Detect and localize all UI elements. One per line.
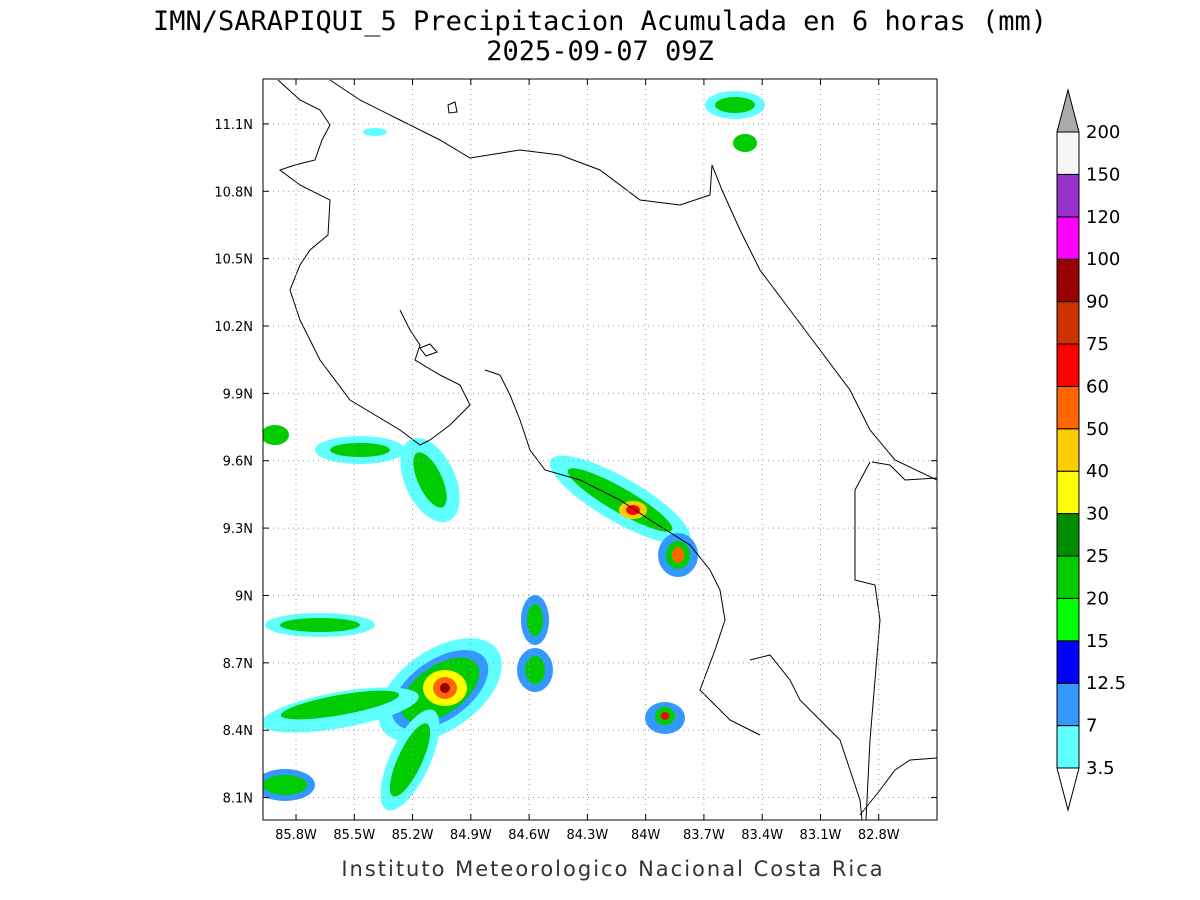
colorbar-label: 90 (1086, 292, 1109, 313)
y-tick-label: 9N (235, 589, 253, 604)
colorbar-under (1056, 767, 1080, 812)
precip-blobs (263, 91, 765, 811)
precip-field (263, 79, 937, 820)
colorbar-label: 200 (1086, 122, 1120, 143)
x-tick-label: 83.7W (683, 828, 725, 843)
x-tick-label: 83.1W (800, 828, 842, 843)
colorbar-segment (1056, 513, 1080, 557)
colorbar: 3.5 7 12.5 15 20 25 30 40 50 60 75 90 100 120 150 200 (1056, 88, 1126, 812)
grid (263, 79, 937, 820)
colorbar-over (1056, 88, 1080, 133)
colorbar-segment (1056, 725, 1080, 769)
colorbar-segment (1056, 597, 1080, 642)
colorbar-segment (1056, 470, 1080, 515)
y-tick-label: 10.2N (214, 320, 253, 335)
y-tick-label: 9.6N (223, 455, 253, 470)
x-tick-label: 84W (631, 828, 661, 843)
x-tick-label: 84.3W (566, 828, 608, 843)
colorbar-segment (1056, 385, 1080, 430)
colorbar-segment (1056, 173, 1080, 218)
colorbar-label: 7 (1086, 716, 1097, 737)
x-tick-label: 85.8W (275, 828, 317, 843)
y-tick-label: 10.8N (214, 185, 253, 200)
footer: Instituto Meteorologico Nacional Costa R… (341, 857, 884, 881)
x-tick-label: 84.9W (450, 828, 492, 843)
map: 85.8W 85.5W 85.2W 84.9W 84.6W 84.3W 84W 83.7W 83… (214, 78, 938, 843)
colorbar-segment (1056, 258, 1080, 303)
axis-ticks: 85.8W 85.5W 85.2W 84.9W 84.6W 84.3W 84W 83.7W 83… (214, 79, 937, 843)
colorbar-label: 3.5 (1086, 758, 1115, 779)
colorbar-segment (1056, 301, 1080, 345)
colorbar-segment (1056, 428, 1080, 472)
map-frame (262, 78, 938, 821)
y-tick-label: 10.5N (214, 253, 253, 268)
coastlines (277, 79, 937, 820)
colorbar-label: 120 (1086, 207, 1120, 228)
y-tick-label: 8.4N (223, 724, 253, 739)
x-tick-label: 84.6W (508, 828, 550, 843)
colorbar-label: 60 (1086, 376, 1109, 397)
x-tick-label: 83.4W (741, 828, 783, 843)
y-tick-label: 9.3N (223, 522, 253, 537)
x-tick-label: 85.5W (333, 828, 375, 843)
colorbar-label: 20 (1086, 588, 1109, 609)
colorbar-segment (1056, 131, 1080, 175)
subtitle: 2025-09-07 09Z (486, 36, 714, 67)
colorbar-label: 75 (1086, 334, 1109, 355)
title: IMN/SARAPIQUI_5 Precipitacion Acumulada … (153, 6, 1047, 37)
y-tick-label: 8.7N (223, 657, 253, 672)
colorbar-segment (1056, 343, 1080, 387)
colorbar-label: 30 (1086, 504, 1109, 525)
colorbar-label: 150 (1086, 164, 1120, 185)
colorbar-label: 100 (1086, 249, 1120, 270)
y-tick-label: 8.1N (223, 792, 253, 807)
colorbar-segment (1056, 555, 1080, 599)
colorbar-label: 50 (1086, 419, 1109, 440)
colorbar-label: 40 (1086, 461, 1109, 482)
x-tick-label: 85.2W (392, 828, 434, 843)
colorbar-label: 12.5 (1086, 673, 1126, 694)
y-tick-label: 11.1N (214, 118, 253, 133)
colorbar-segment (1056, 682, 1080, 727)
colorbar-segment (1056, 216, 1080, 260)
x-tick-label: 82.8W (858, 828, 900, 843)
colorbar-segment (1056, 640, 1080, 684)
colorbar-label: 15 (1086, 631, 1109, 652)
y-tick-label: 9.9N (223, 387, 253, 402)
colorbar-label: 25 (1086, 546, 1109, 567)
